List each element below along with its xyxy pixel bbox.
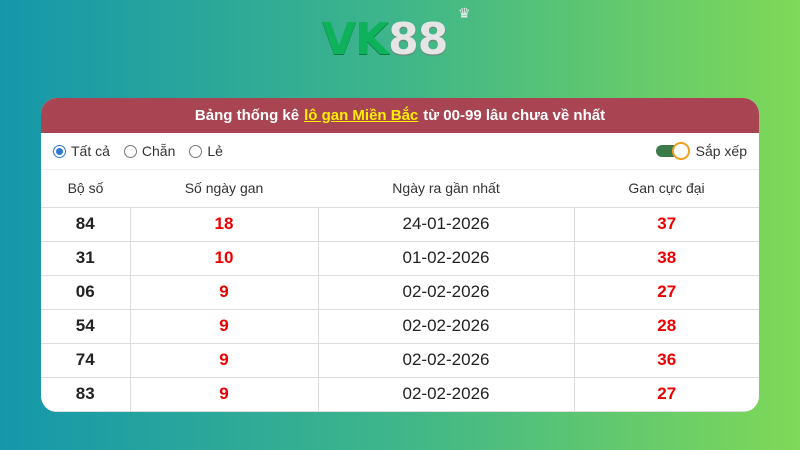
logo-number: 88 bbox=[388, 13, 448, 65]
table-row: 74 9 02-02-2026 36 bbox=[41, 343, 759, 378]
last-date-cell: 02-02-2026 bbox=[317, 377, 574, 412]
number-cell: 84 bbox=[41, 207, 130, 242]
days-gan-cell: 9 bbox=[129, 275, 318, 310]
table-row: 06 9 02-02-2026 27 bbox=[41, 275, 759, 310]
column-header[interactable]: Số ngày gan bbox=[130, 170, 318, 208]
days-gan-cell: 10 bbox=[129, 241, 318, 276]
radio-even[interactable]: Chẵn bbox=[123, 143, 176, 159]
max-gan-cell: 28 bbox=[573, 309, 759, 344]
table-row: 31 10 01-02-2026 38 bbox=[41, 241, 759, 276]
column-header[interactable]: Gan cực đại bbox=[574, 170, 759, 208]
title-prefix: Bảng thống kê bbox=[194, 107, 300, 124]
radio-checked-icon[interactable] bbox=[53, 144, 66, 158]
lo-gan-mien-bac-link[interactable]: lô gan Miền Bắc bbox=[304, 107, 419, 124]
table-row: 54 9 02-02-2026 28 bbox=[41, 309, 759, 344]
number-cell: 31 bbox=[41, 241, 130, 276]
radio-label: Lẻ bbox=[207, 143, 223, 159]
card-title: Bảng thống kê lô gan Miền Bắc từ 00-99 l… bbox=[41, 98, 759, 133]
max-gan-cell: 37 bbox=[573, 207, 759, 242]
sort-label: Sắp xếp bbox=[695, 143, 747, 159]
number-cell: 83 bbox=[41, 377, 130, 412]
number-cell: 54 bbox=[41, 309, 130, 344]
days-gan-cell: 18 bbox=[129, 207, 318, 242]
last-date-cell: 02-02-2026 bbox=[317, 275, 574, 310]
days-gan-cell: 9 bbox=[129, 377, 318, 412]
last-date-cell: 02-02-2026 bbox=[317, 309, 574, 344]
radio-icon[interactable] bbox=[189, 144, 203, 158]
logo-text: VK bbox=[322, 13, 389, 65]
vk88-logo: VK 88 ♛ bbox=[322, 6, 471, 65]
max-gan-cell: 38 bbox=[573, 241, 759, 276]
max-gan-cell: 27 bbox=[573, 377, 759, 412]
number-cell: 74 bbox=[41, 343, 130, 378]
max-gan-cell: 36 bbox=[573, 343, 759, 378]
radio-label: Chẵn bbox=[141, 143, 176, 159]
radio-label: Tất cả bbox=[71, 143, 110, 159]
lo-gan-table: Bộ số Số ngày gan Ngày ra gần nhất Gan cực … bbox=[41, 170, 759, 412]
last-date-cell: 02-02-2026 bbox=[317, 343, 574, 378]
radio-icon[interactable] bbox=[123, 144, 137, 158]
last-date-cell: 01-02-2026 bbox=[317, 241, 574, 276]
toggle-switch[interactable] bbox=[655, 142, 690, 160]
days-gan-cell: 9 bbox=[129, 309, 318, 344]
table-row: 84 18 24-01-2026 37 bbox=[41, 207, 759, 242]
lo-gan-card: Bảng thống kê lô gan Miền Bắc từ 00-99 l… bbox=[41, 98, 759, 412]
table-row: 83 9 02-02-2026 27 bbox=[41, 377, 759, 412]
column-header[interactable]: Bộ số bbox=[41, 170, 130, 208]
max-gan-cell: 27 bbox=[573, 275, 759, 310]
title-suffix: từ 00-99 lâu chưa về nhất bbox=[423, 107, 606, 124]
radio-odd[interactable]: Lẻ bbox=[189, 143, 223, 159]
filter-bar: Tất cả Chẵn Lẻ Sắp xếp bbox=[41, 133, 759, 170]
last-date-cell: 24-01-2026 bbox=[317, 207, 574, 242]
days-gan-cell: 9 bbox=[129, 343, 318, 378]
crown-icon: ♛ bbox=[458, 6, 471, 22]
number-cell: 06 bbox=[41, 275, 130, 310]
sort-toggle[interactable]: Sắp xếp bbox=[655, 142, 747, 160]
column-header[interactable]: Ngày ra gần nhất bbox=[318, 170, 574, 208]
radio-all[interactable]: Tất cả bbox=[53, 143, 110, 159]
